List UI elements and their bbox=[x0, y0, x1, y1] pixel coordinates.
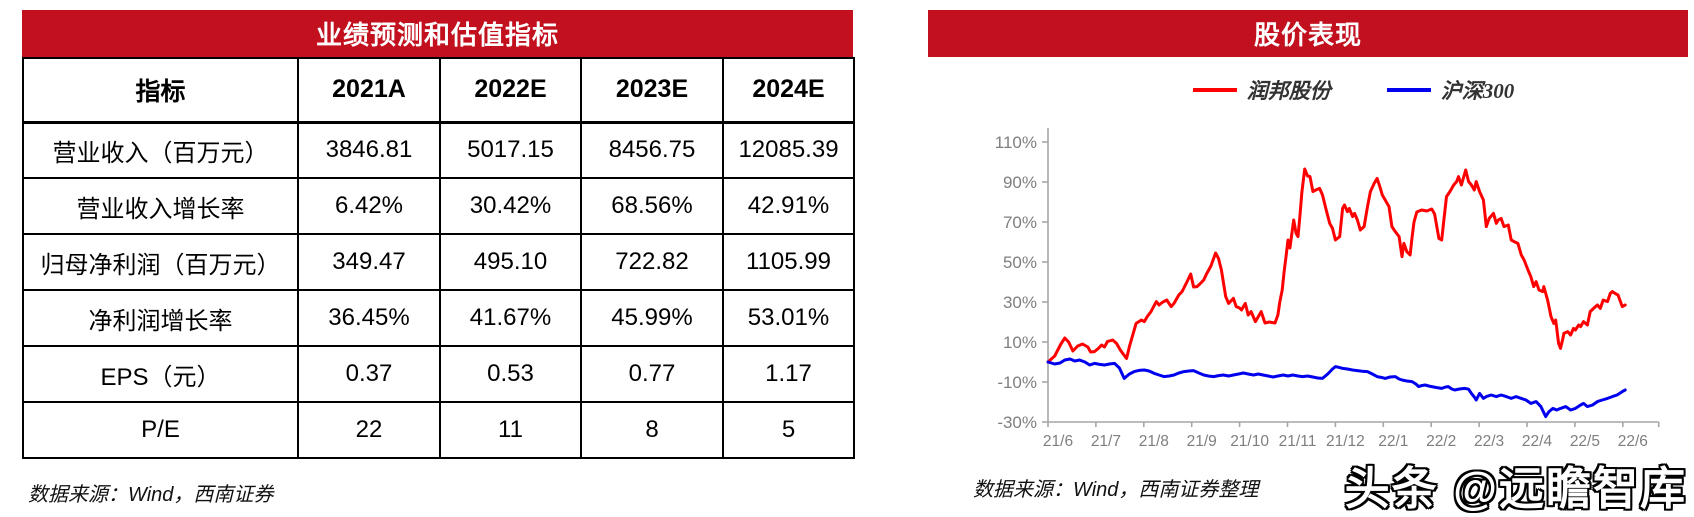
cell-value: 45.99% bbox=[580, 289, 724, 347]
legend-item-index: 沪深300 bbox=[1386, 75, 1515, 105]
index-line-swatch bbox=[1386, 88, 1431, 92]
x-tick-label: 21/12 bbox=[1326, 433, 1365, 450]
cell-value: 8 bbox=[580, 401, 724, 459]
legend-item-stock: 润邦股份 bbox=[1192, 75, 1331, 105]
cell-value: 53.01% bbox=[722, 289, 855, 347]
cell-value: 6.42% bbox=[297, 177, 441, 235]
table-row: 归母净利润（百万元） 349.47 495.10 722.82 1105.99 bbox=[22, 233, 855, 291]
y-tick-label: 10% bbox=[1003, 333, 1037, 352]
row-label: EPS（元） bbox=[22, 345, 299, 403]
x-tick-label: 22/5 bbox=[1570, 433, 1600, 450]
row-label: 净利润增长率 bbox=[22, 289, 299, 347]
stock-line-label: 润邦股份 bbox=[1246, 79, 1331, 103]
table-row: EPS（元） 0.37 0.53 0.77 1.17 bbox=[22, 345, 855, 403]
cell-value: 1105.99 bbox=[722, 233, 855, 291]
cell-value: 1.17 bbox=[722, 345, 855, 403]
cell-value: 3846.81 bbox=[297, 121, 441, 179]
y-tick-label: 50% bbox=[1003, 253, 1037, 272]
forecast-valuation-table: 指标 2021A 2022E 2023E 2024E 营业收入（百万元） 3846.81 5… bbox=[22, 57, 855, 459]
left-source-note: 数据来源：Wind，西南证券 bbox=[28, 484, 274, 506]
stock-performance-chart: 110% 90% 70% 50% 30% 10% -10% -30% 21/6 21/7 21/8 2… bbox=[995, 128, 1660, 450]
series-line-0 bbox=[1046, 167, 1627, 364]
x-tick-label: 22/3 bbox=[1474, 433, 1504, 450]
cell-value: 495.10 bbox=[439, 233, 582, 291]
cell-value: 8456.75 bbox=[580, 121, 724, 179]
column-header-3: 2023E bbox=[580, 57, 724, 124]
table-row: P/E 22 11 8 5 bbox=[22, 401, 855, 459]
cell-value: 722.82 bbox=[580, 233, 724, 291]
cell-value: 0.77 bbox=[580, 345, 724, 403]
cell-value: 68.56% bbox=[580, 177, 724, 235]
cell-value: 12085.39 bbox=[722, 121, 855, 179]
cell-value: 5 bbox=[722, 401, 855, 459]
x-tick-label: 22/2 bbox=[1426, 433, 1456, 450]
column-header-1: 2021A bbox=[297, 57, 441, 124]
table-row: 营业收入增长率 6.42% 30.42% 68.56% 42.91% bbox=[22, 177, 855, 235]
cell-value: 22 bbox=[297, 401, 441, 459]
left-panel-banner: 业绩预测和估值指标 bbox=[22, 10, 853, 57]
index-line-label: 沪深300 bbox=[1440, 79, 1515, 103]
table-row: 营业收入（百万元） 3846.81 5017.15 8456.75 12085.39 bbox=[22, 121, 855, 179]
table-header: 指标 2021A 2022E 2023E 2024E bbox=[22, 57, 855, 124]
right-source-note: 数据来源：Wind，西南证券整理 bbox=[973, 479, 1259, 501]
cell-value: 30.42% bbox=[439, 177, 582, 235]
y-tick-label: -10% bbox=[997, 373, 1037, 392]
left-panel-title: 业绩预测和估值指标 bbox=[315, 20, 559, 50]
cell-value: 5017.15 bbox=[439, 121, 582, 179]
x-tick-label: 21/11 bbox=[1279, 433, 1317, 450]
x-tick-label: 21/7 bbox=[1091, 433, 1121, 450]
x-tick-label: 21/10 bbox=[1230, 433, 1269, 450]
chart-legend: 润邦股份 沪深300 bbox=[1048, 75, 1659, 105]
y-tick-label: 110% bbox=[995, 133, 1037, 152]
right-panel-banner: 股价表现 bbox=[928, 10, 1688, 57]
row-label: 营业收入（百万元） bbox=[22, 121, 299, 179]
stock-line-swatch bbox=[1192, 88, 1237, 92]
y-tick-label: 70% bbox=[1003, 213, 1037, 232]
x-tick-label: 22/6 bbox=[1618, 433, 1648, 450]
cell-value: 11 bbox=[439, 401, 582, 459]
x-tick-label: 21/9 bbox=[1187, 433, 1217, 450]
watermark: 头条 @远瞻智库 bbox=[1344, 463, 1687, 514]
row-label: 归母净利润（百万元） bbox=[22, 233, 299, 291]
cell-value: 0.37 bbox=[297, 345, 441, 403]
column-header-4: 2024E bbox=[722, 57, 855, 124]
series-line-1 bbox=[1046, 357, 1627, 419]
x-tick-label: 22/4 bbox=[1522, 433, 1553, 450]
cell-value: 41.67% bbox=[439, 289, 582, 347]
cell-value: 36.45% bbox=[297, 289, 441, 347]
y-tick-label: -30% bbox=[997, 413, 1037, 432]
y-tick-label: 30% bbox=[1003, 293, 1037, 312]
x-tick-label: 21/6 bbox=[1043, 433, 1073, 450]
cell-value: 349.47 bbox=[297, 233, 441, 291]
column-header-2: 2022E bbox=[439, 57, 582, 124]
y-tick-label: 90% bbox=[1003, 173, 1037, 192]
right-panel-title: 股价表现 bbox=[1253, 20, 1362, 50]
column-header-0: 指标 bbox=[22, 57, 299, 124]
row-label: P/E bbox=[22, 401, 299, 459]
cell-value: 42.91% bbox=[722, 177, 855, 235]
x-tick-label: 21/8 bbox=[1139, 433, 1169, 450]
cell-value: 0.53 bbox=[439, 345, 582, 403]
row-label: 营业收入增长率 bbox=[22, 177, 299, 235]
x-tick-label: 22/1 bbox=[1378, 433, 1408, 450]
table-row: 净利润增长率 36.45% 41.67% 45.99% 53.01% bbox=[22, 289, 855, 347]
